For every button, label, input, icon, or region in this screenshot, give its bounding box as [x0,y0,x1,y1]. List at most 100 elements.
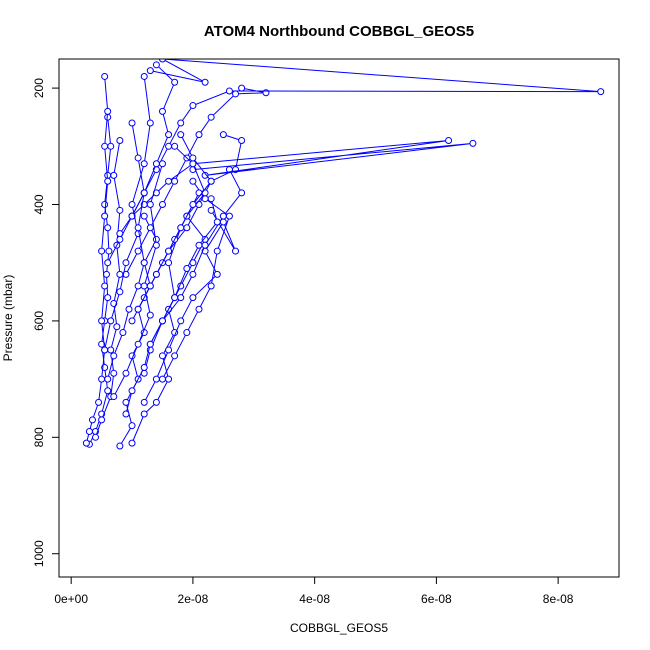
data-point-4-5 [213,270,221,278]
plot-frame [58,58,620,578]
x-tick-label-0: 0e+00 [54,592,88,606]
data-point-14-2 [134,340,142,348]
x-tick-label-4: 8e-08 [543,592,574,606]
x-axis: 0e+00 2e-08 4e-08 6e-08 8e-08 [54,576,574,606]
data-point-11-0 [104,259,112,267]
data-point-9-8 [469,139,477,147]
data-point-6-2 [177,294,185,302]
data-point-8-8 [232,90,240,98]
data-point-11-1 [116,235,124,243]
y-tick-label-3: 800 [32,427,46,447]
data-point-7-0 [128,317,136,325]
data-point-13-12 [104,107,112,115]
data-point-13-8 [98,247,106,255]
data-point-9-7 [201,171,209,179]
data-point-10-6 [225,87,233,95]
data-point-13-7 [101,282,109,290]
y-axis-label: Pressure (mbar) [1,275,15,362]
data-point-17-7 [140,189,148,197]
data-point-0-9 [105,247,113,255]
data-point-16-5 [171,294,179,302]
data-point-13-10 [104,177,112,185]
data-point-4-4 [189,294,197,302]
data-point-1-4 [107,346,115,354]
data-point-19-5 [189,154,197,162]
data-point-12-2 [116,288,124,296]
data-point-8-3 [158,201,166,209]
data-point-14-3 [146,311,154,319]
data-point-8-0 [122,270,130,278]
y-tick-label-1: 400 [32,194,46,214]
data-point-8-6 [195,131,203,139]
data-point-17-4 [134,282,142,290]
data-point-16-6 [165,259,173,267]
data-point-2-10 [140,212,148,220]
data-point-19-1 [165,247,173,255]
data-point-0-11 [101,201,109,209]
data-point-19-3 [189,201,197,209]
data-point-5-3 [195,305,203,313]
data-point-1-0 [92,433,100,441]
data-point-0-10 [104,224,112,232]
x-axis-label: COBBGL_GEOS5 [290,621,388,635]
data-point-3-4 [158,352,166,360]
x-tick-label-1: 2e-08 [178,592,209,606]
data-point-11-5 [165,131,173,139]
data-point-13-0 [82,439,90,447]
data-point-17-6 [134,224,142,232]
series-line-9 [119,139,473,234]
data-point-17-0 [104,375,112,383]
data-point-1-5 [113,323,121,331]
data-point-16-3 [146,340,154,348]
data-point-7-9 [219,131,227,139]
data-point-8-10 [238,84,246,92]
data-point-14-4 [140,282,148,290]
y-tick-label-4: 1000 [32,540,46,567]
data-point-13-2 [88,416,96,424]
data-point-7-5 [195,201,203,209]
data-point-10-8 [158,59,166,63]
data-point-5-8 [189,177,197,185]
data-point-15-7 [207,195,215,203]
data-point-17-5 [140,259,148,267]
data-point-19-6 [177,131,185,139]
data-point-6-4 [201,241,209,249]
data-point-9-4 [165,177,173,185]
data-point-0-8 [102,270,110,278]
data-point-1-10 [110,171,118,179]
data-point-6-6 [238,189,246,197]
data-point-17-9 [128,119,136,127]
data-point-11-4 [152,160,160,168]
data-point-14-6 [146,201,154,209]
data-point-13-13 [101,72,109,80]
data-point-3-1 [140,410,148,418]
data-point-5-1 [171,352,179,360]
data-point-0-3 [104,387,112,395]
data-point-13-4 [98,375,106,383]
data-point-14-0 [110,393,118,401]
data-point-13-6 [98,317,106,325]
data-point-11-8 [152,61,160,69]
data-point-16-8 [195,189,203,197]
data-point-4-1 [152,375,160,383]
chart-title: ATOM4 Northbound COBBGL_GEOS5 [204,23,474,40]
data-point-17-3 [125,305,133,313]
data-point-7-4 [183,224,191,232]
data-point-14-5 [152,241,160,249]
data-point-18-0 [134,305,142,313]
data-point-13-3 [95,398,103,406]
data-point-18-1 [146,282,154,290]
data-point-15-5 [195,241,203,249]
data-point-12-4 [134,230,142,238]
data-point-10-5 [189,102,197,110]
data-point-17-1 [110,352,118,360]
data-point-2-9 [152,235,160,243]
data-point-8-2 [146,224,154,232]
data-point-10-7 [597,88,605,96]
x-tick-label-2: 4e-08 [299,592,330,606]
data-point-5-0 [158,375,166,383]
data-point-8-7 [207,113,215,121]
data-point-16-1 [128,387,136,395]
data-point-10-9 [201,78,209,86]
